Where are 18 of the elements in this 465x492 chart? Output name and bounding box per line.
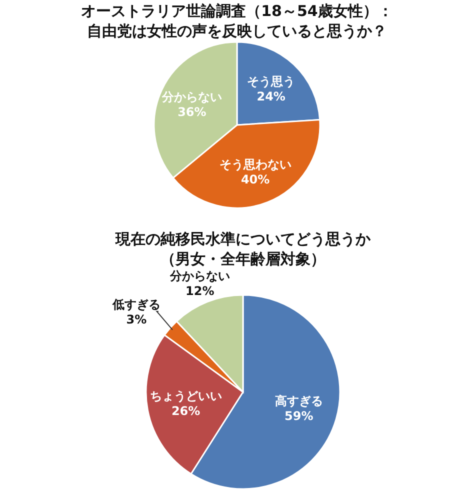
data-label: 40% (240, 172, 270, 186)
chart-title: オーストラリア世論調査（18～54歳女性）： (81, 2, 393, 20)
slice-label: 分からない (160, 90, 222, 104)
data-label: 26% (171, 404, 200, 418)
slice-label: そう思わない (219, 157, 292, 172)
chart-subtitle: 自由党は女性の声を反映していると思うか？ (87, 22, 387, 40)
data-label: 36% (178, 104, 206, 119)
chart-subtitle: （男女・全年齢層対象） (160, 250, 326, 268)
slice-label: 低すぎる (111, 297, 160, 312)
slice-label: 分からない (168, 269, 230, 284)
slice-label: 高すぎる (274, 394, 323, 408)
data-label: 12% (186, 284, 214, 298)
chart-title: 現在の純移民水準についてどう思うか (114, 230, 372, 248)
data-label: 3% (126, 312, 147, 326)
data-label: 24% (256, 90, 286, 104)
slice-label: そう思う (247, 74, 296, 89)
slice-label: ちょうどいい (150, 388, 222, 403)
data-label: 59% (284, 409, 314, 424)
